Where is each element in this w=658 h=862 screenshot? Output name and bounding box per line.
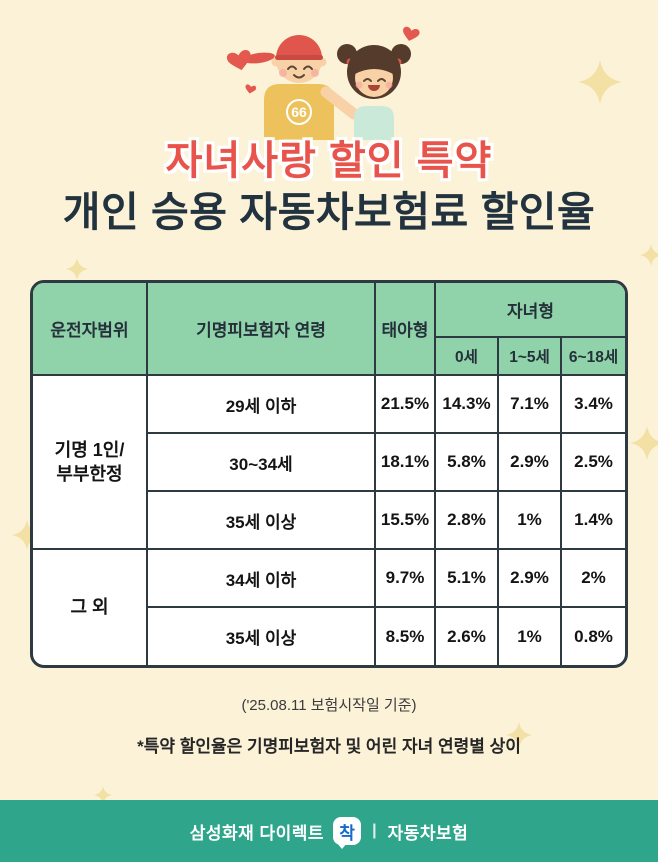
sparkle-icon [640,244,658,266]
sparkle-icon [630,426,658,460]
footer-bar: 삼성화재 다이렉트 착 | 자동차보험 [0,800,658,862]
rate-cell: 1.4% [561,491,625,550]
age-cell: 30~34세 [147,433,376,492]
effective-date-note: ('25.08.11 보험시작일 기준) [241,697,417,714]
rate-cell: 2% [561,549,625,608]
rate-cell: 18.1% [375,433,436,492]
rate-cell: 1% [498,607,562,665]
table-row: 35세 이상 8.5% 2.6% 1% 0.8% [33,607,625,665]
col-header-insured-age: 기명피보험자 연령 [147,283,376,376]
rate-cell: 2.9% [498,433,562,492]
footer-separator: | [372,822,377,839]
age-cell: 35세 이상 [147,491,376,550]
logo-text: 착 [339,823,355,843]
rate-cell: 0.8% [574,626,613,646]
shirt-number: 66 [291,104,307,120]
rate-cell: 5.1% [435,549,499,608]
discount-rate-table: 운전자범위 기명피보험자 연령 태아형 자녀형 0세 1~5세 6~18세 기명… [30,280,628,668]
heart-icon [226,26,420,94]
table-row: 그 외 34세 이하 9.7% 5.1% 2.9% 2% [33,549,625,665]
col-header-age-1-5: 1~5세 [498,337,562,376]
group-label-named: 기명 1인/ 부부한정 [33,375,148,550]
rate-cell: 2.9% [498,549,562,608]
brand-name: 삼성화재 다이렉트 [189,823,325,843]
rate-cell: 9.7% [375,549,436,608]
rate-table: 운전자범위 기명피보험자 연령 태아형 자녀형 0세 1~5세 6~18세 기명… [33,283,625,665]
rate-cell: 15.5% [375,491,436,550]
age-cell: 35세 이상 [147,607,376,665]
rate-cell: 8.5% [375,607,436,665]
sparkle-icon [578,60,622,104]
col-header-fetal: 태아형 [375,283,436,376]
rate-cell: 2.5% [561,433,625,492]
sparkle-icon [94,786,112,804]
col-header-age-0: 0세 [435,337,499,376]
rate-cell: 7.1% [498,375,562,434]
rate-cell: 14.3% [435,375,499,434]
group-label-other: 그 외 [33,549,148,665]
col-header-driver-range: 운전자범위 [33,283,148,376]
rate-cell: 1% [498,491,562,550]
father-child-drawing: 66 [226,26,420,140]
rate-cell: 5.8% [435,433,499,492]
rate-cell: 2.6% [435,607,499,665]
col-header-child: 자녀형 [435,283,625,338]
table-row: 30~34세 18.1% 5.8% 2.9% 2.5% [33,433,625,492]
sparkle-icon [506,722,532,748]
sparkle-icon [12,520,42,550]
poster-title: 자녀사랑 할인 특약 [165,139,493,183]
age-cell: 29세 이하 [147,375,376,434]
table-row: 기명 1인/ 부부한정 29세 이하 21.5% 14.3% 7.1% 3.4% [33,375,625,550]
rate-cell: 3.4% [561,375,625,434]
age-cell: 34세 이하 [147,549,376,608]
rate-cell: 21.5% [375,375,436,434]
poster-subtitle: 개인 승용 자동차보험료 할인율 [62,189,596,235]
rate-cell: 2.8% [435,491,499,550]
product-name: 자동차보험 [387,823,469,843]
chak-logo-icon: 착 [333,817,362,849]
table-row: 35세 이상 15.5% 2.8% 1% 1.4% [33,491,625,550]
sparkle-icon [66,258,88,280]
footnote: *특약 할인율은 기명피보험자 및 어린 자녀 연령별 상이 [137,737,521,756]
col-header-age-6-18: 6~18세 [561,337,625,376]
family-illustration: 66 [204,22,454,140]
